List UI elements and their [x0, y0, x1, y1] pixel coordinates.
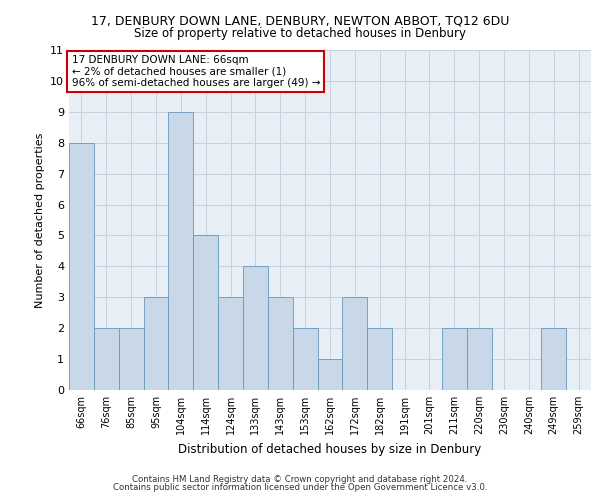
Bar [69, 142, 94, 390]
Text: 17 DENBURY DOWN LANE: 66sqm
← 2% of detached houses are smaller (1)
96% of semi-: 17 DENBURY DOWN LANE: 66sqm ← 2% of deta… [71, 55, 320, 88]
Text: 17, DENBURY DOWN LANE, DENBURY, NEWTON ABBOT, TQ12 6DU: 17, DENBURY DOWN LANE, DENBURY, NEWTON A… [91, 14, 509, 27]
Bar [119, 328, 143, 390]
X-axis label: Distribution of detached houses by size in Denbury: Distribution of detached houses by size … [178, 442, 482, 456]
Bar [243, 266, 268, 390]
Text: Contains public sector information licensed under the Open Government Licence v3: Contains public sector information licen… [113, 484, 487, 492]
Bar [367, 328, 392, 390]
Bar [169, 112, 193, 390]
Bar [268, 298, 293, 390]
Bar [317, 359, 343, 390]
Bar [343, 298, 367, 390]
Y-axis label: Number of detached properties: Number of detached properties [35, 132, 44, 308]
Bar [541, 328, 566, 390]
Bar [143, 298, 169, 390]
Text: Contains HM Land Registry data © Crown copyright and database right 2024.: Contains HM Land Registry data © Crown c… [132, 475, 468, 484]
Bar [218, 298, 243, 390]
Bar [467, 328, 491, 390]
Bar [94, 328, 119, 390]
Bar [442, 328, 467, 390]
Text: Size of property relative to detached houses in Denbury: Size of property relative to detached ho… [134, 28, 466, 40]
Bar [293, 328, 317, 390]
Bar [193, 236, 218, 390]
